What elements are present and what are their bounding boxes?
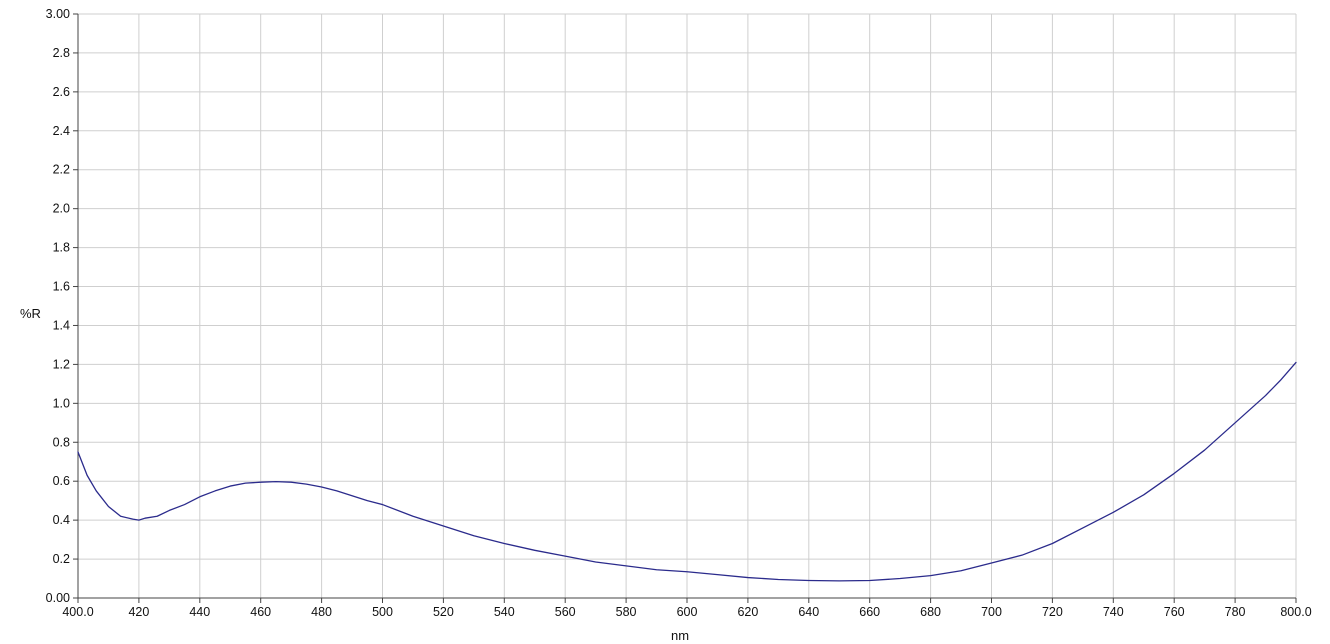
x-tick-label: 480 — [311, 605, 332, 619]
y-tick-label: 2.2 — [53, 163, 70, 177]
x-tick-label: 580 — [616, 605, 637, 619]
y-tick-label: 0.00 — [46, 591, 70, 605]
series-group — [77, 361, 1297, 582]
y-tick-label: 1.2 — [53, 357, 70, 371]
x-tick-label: 500 — [372, 605, 393, 619]
y-tick-label: 0.8 — [53, 435, 70, 449]
y-tick-label: 0.2 — [53, 552, 70, 566]
x-tick-label: 560 — [555, 605, 576, 619]
x-tick-label: 660 — [859, 605, 880, 619]
x-tick-label: 540 — [494, 605, 515, 619]
y-tick-label: 2.6 — [53, 85, 70, 99]
x-tick-label: 760 — [1164, 605, 1185, 619]
y-tick-label: 1.6 — [53, 280, 70, 294]
grid — [77, 13, 1297, 599]
x-tick-label: 620 — [737, 605, 758, 619]
x-tick-label: 420 — [128, 605, 149, 619]
x-tick-label: 680 — [920, 605, 941, 619]
x-tick-label: 640 — [798, 605, 819, 619]
y-tick-label: 2.0 — [53, 202, 70, 216]
y-tick-label: 2.8 — [53, 46, 70, 60]
y-tick-label: 2.4 — [53, 124, 70, 138]
series-line-0 — [77, 361, 1297, 582]
y-axis-ticks: 0.00 0.2 0.4 0.6 0.8 1.0 1.2 1.4 1.6 1.8 2.0 2.2 2.4… — [46, 7, 78, 605]
x-tick-label: 600 — [677, 605, 698, 619]
y-tick-label: 1.0 — [53, 396, 70, 410]
x-axis-ticks: 400.0 420 440 460 480 500 520 540 560 580 600 620 64… — [62, 598, 1312, 619]
x-tick-label: 700 — [981, 605, 1002, 619]
y-tick-label: 1.4 — [53, 318, 70, 332]
x-axis-label: nm — [671, 628, 689, 643]
x-tick-label: 740 — [1103, 605, 1124, 619]
x-tick-label: 720 — [1042, 605, 1063, 619]
x-tick-label: 460 — [250, 605, 271, 619]
y-tick-label: 0.4 — [53, 513, 70, 527]
y-tick-label: 3.00 — [46, 7, 70, 21]
x-tick-label: 780 — [1225, 605, 1246, 619]
x-tick-label: 520 — [433, 605, 454, 619]
y-tick-label: 0.6 — [53, 474, 70, 488]
x-tick-label: 800.0 — [1280, 605, 1311, 619]
y-tick-label: 1.8 — [53, 241, 70, 255]
x-tick-label: 400.0 — [62, 605, 93, 619]
x-tick-label: 440 — [189, 605, 210, 619]
y-axis-label: %R — [20, 306, 41, 321]
